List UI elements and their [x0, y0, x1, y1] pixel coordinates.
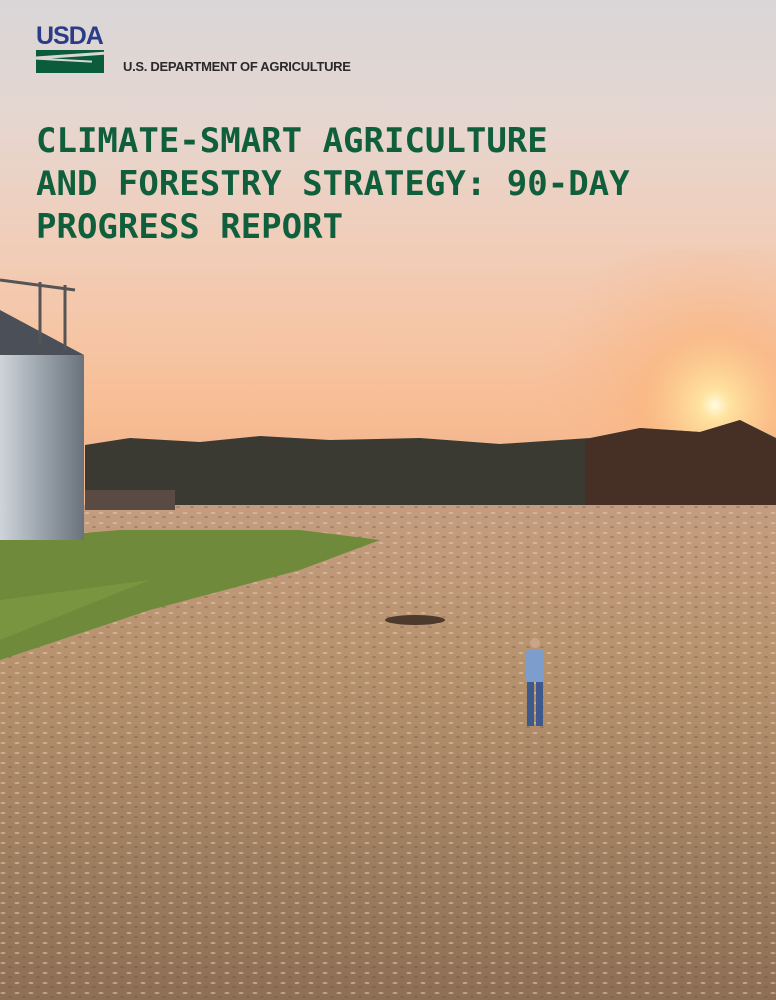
agency-name: U.S. DEPARTMENT OF AGRICULTURE [123, 59, 351, 74]
usda-logo: USDA [36, 24, 106, 73]
title-line: CLIMATE-SMART AGRICULTURE [36, 121, 548, 161]
farmer-figure [526, 638, 544, 726]
title-line: AND FORESTRY STRATEGY: 90-DAY [36, 164, 630, 204]
report-title: CLIMATE-SMART AGRICULTURE AND FORESTRY S… [36, 120, 756, 249]
title-line: PROGRESS REPORT [36, 207, 344, 247]
usda-logo-text: USDA [36, 22, 104, 50]
usda-logo-field-icon [36, 50, 104, 73]
